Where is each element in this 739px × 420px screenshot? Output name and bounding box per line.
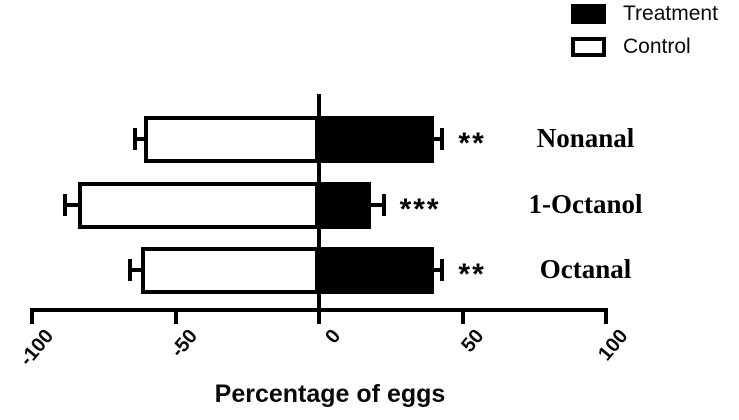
treatment-bar-nonanal [319, 115, 434, 163]
x-axis-title: Percentage of eggs [214, 380, 446, 408]
category-label-1-octanol: 1-Octanol [528, 189, 643, 219]
error-bar-cap-treatment-octanal [440, 259, 445, 281]
legend: Treatment Control [571, 2, 718, 69]
x-axis-line [30, 308, 608, 312]
control-bar-octanal [141, 246, 319, 294]
x-tick-label: 0 [321, 325, 346, 349]
error-bar-line-treatment-nonanal [433, 137, 443, 141]
significance-label-1-octanol: *** [399, 193, 441, 226]
x-tick-label: -50 [166, 325, 202, 362]
treatment-swatch-icon [571, 4, 606, 24]
error-bar-line-treatment-octanal [433, 268, 443, 272]
x-tick-label: 50 [457, 325, 489, 357]
x-tick [460, 312, 465, 324]
control-swatch-icon [571, 37, 606, 57]
legend-label-control: Control [623, 35, 691, 58]
error-bar-line-treatment-1-octanol [370, 203, 384, 207]
significance-label-nonanal: ** [458, 127, 486, 160]
error-bar-line-control-octanal [129, 268, 142, 272]
category-label-nonanal: Nonanal [536, 123, 635, 153]
x-tick-label: 100 [593, 325, 633, 366]
x-tick [604, 312, 608, 324]
error-bar-cap-control-1-octanol [63, 194, 67, 216]
error-bar-cap-treatment-nonanal [440, 128, 445, 150]
control-bar-nonanal [143, 115, 319, 163]
error-bar-cap-treatment-1-octanol [381, 194, 386, 216]
error-bar-line-control-nonanal [135, 137, 144, 141]
x-tick [173, 312, 178, 324]
control-bar-1-octanol [77, 181, 319, 229]
treatment-bar-octanal [319, 246, 434, 294]
error-bar-cap-control-nonanal [133, 128, 138, 150]
error-bar-line-control-1-octanol [65, 203, 78, 207]
legend-item-treatment: Treatment [571, 2, 718, 25]
legend-item-control: Control [571, 35, 718, 58]
x-tick [317, 312, 321, 324]
x-tick-label: -100 [15, 325, 59, 371]
category-label-octanal: Octanal [539, 254, 632, 284]
error-bar-cap-control-octanal [127, 259, 132, 281]
legend-label-treatment: Treatment [623, 2, 718, 25]
x-tick [30, 312, 34, 324]
treatment-bar-1-octanol [319, 181, 371, 229]
significance-label-octanal: ** [458, 258, 486, 291]
